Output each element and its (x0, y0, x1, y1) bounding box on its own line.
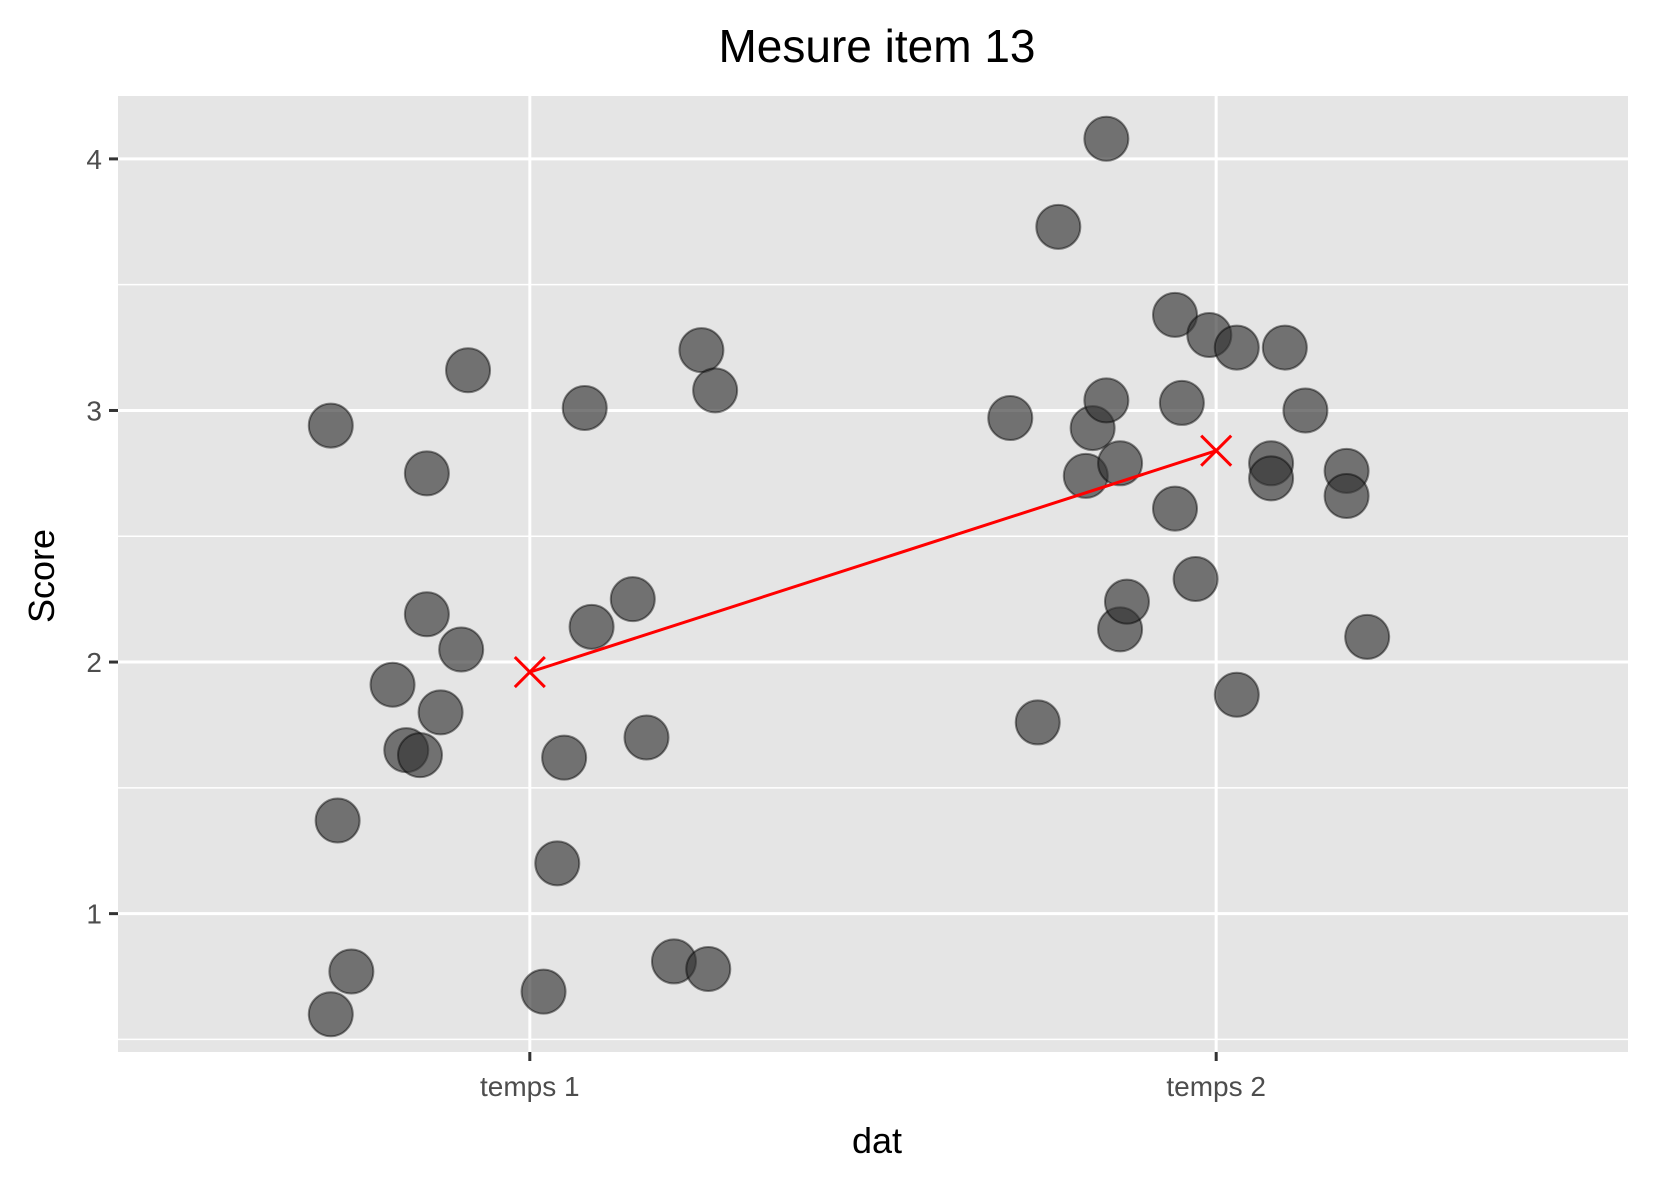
y-axis-title: Score (21, 529, 62, 623)
mean-marker-stroke (513, 656, 546, 689)
mean-line (513, 434, 1233, 689)
data-point (1213, 324, 1260, 371)
data-point (1323, 473, 1370, 520)
data-point (1261, 324, 1308, 371)
chart-title: Mesure item 13 (718, 20, 1035, 72)
grid-minor (118, 283, 1628, 1041)
data-point (1248, 455, 1295, 502)
data-point (307, 991, 354, 1038)
data-point (541, 734, 588, 781)
data-point (314, 797, 361, 844)
data-point (328, 948, 375, 995)
y-tick-label: 3 (86, 395, 102, 426)
data-point (678, 327, 725, 374)
data-point (1344, 613, 1391, 660)
x-axis-title: dat (852, 1120, 902, 1161)
data-point (403, 591, 450, 638)
mean-line-path (529, 449, 1217, 674)
data-point (520, 968, 567, 1015)
data-point (369, 661, 416, 708)
plot-panel (118, 96, 1628, 1052)
data-point (1152, 485, 1198, 532)
data-point (1083, 377, 1130, 424)
y-tick-label: 2 (86, 647, 102, 678)
data-point (1152, 291, 1198, 338)
data-point (1083, 115, 1130, 162)
data-point (445, 347, 492, 394)
data-point (1097, 440, 1144, 487)
data-point (561, 384, 608, 431)
data-point (987, 395, 1034, 442)
mean-marker-stroke (1200, 434, 1233, 467)
data-point (417, 689, 464, 736)
data-point (534, 840, 581, 887)
data-point (623, 714, 670, 761)
data-point (403, 450, 450, 497)
mean-marker (1200, 434, 1233, 467)
y-tick-label: 1 (86, 899, 102, 930)
data-point (1014, 699, 1061, 746)
data-point (397, 732, 443, 779)
data-point (1172, 556, 1219, 603)
data-point (1035, 203, 1082, 250)
data-point (692, 367, 739, 414)
data-point (568, 603, 615, 650)
data-point (685, 945, 732, 992)
y-axis: 1 2 3 4 (86, 144, 118, 930)
x-axis: temps 1 temps 2 (480, 1052, 1266, 1102)
x-tick-label: temps 2 (1166, 1071, 1266, 1102)
grid-major (118, 96, 1628, 1052)
data-points (307, 115, 1391, 1038)
mean-marker (513, 656, 546, 689)
data-point (609, 576, 656, 623)
data-point (1282, 387, 1329, 434)
data-point (438, 626, 485, 673)
x-tick-label: temps 1 (480, 1071, 580, 1102)
data-point (1158, 379, 1205, 426)
y-tick-label: 4 (86, 144, 102, 175)
data-point (1103, 578, 1150, 625)
data-point (1213, 671, 1260, 718)
data-point (307, 402, 354, 449)
